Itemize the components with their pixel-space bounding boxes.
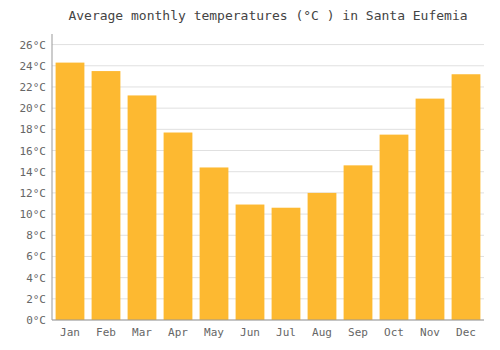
chart-title: Average monthly temperatures (°C ) in Sa… xyxy=(68,8,467,23)
x-tick-label: Aug xyxy=(312,326,332,339)
y-tick-label: 12°C xyxy=(20,187,47,200)
bars xyxy=(56,63,481,320)
bar xyxy=(236,205,265,320)
x-tick-label: May xyxy=(204,326,224,339)
bar xyxy=(56,63,85,320)
y-tick-label: 10°C xyxy=(20,208,47,221)
grid-line xyxy=(52,65,484,66)
bar xyxy=(200,167,229,320)
x-axis-line xyxy=(52,320,484,321)
bar xyxy=(380,135,409,320)
bar xyxy=(272,208,301,320)
x-tick-label: Feb xyxy=(96,326,116,339)
bar xyxy=(416,99,445,320)
y-tick-label: 6°C xyxy=(26,250,46,263)
y-tick-label: 2°C xyxy=(26,293,46,306)
y-tick-label: 26°C xyxy=(20,39,47,52)
y-tick-label: 8°C xyxy=(26,229,46,242)
x-tick-label: Dec xyxy=(456,326,476,339)
y-axis-line xyxy=(52,34,53,320)
chart-container: Average monthly temperatures (°C ) in Sa… xyxy=(0,0,500,350)
bar xyxy=(128,95,157,320)
x-tick-label: Oct xyxy=(384,326,404,339)
x-tick-label: Mar xyxy=(132,326,152,339)
y-tick-label: 18°C xyxy=(20,123,47,136)
x-tick-label: Jun xyxy=(240,326,260,339)
y-axis: 0°C 2°C 4°C 6°C 8°C 10°C 12°C 14°C 16°C 18°C 20°C 2… xyxy=(20,39,485,327)
x-tick-label: Apr xyxy=(168,326,188,339)
y-tick-label: 24°C xyxy=(20,60,47,73)
y-tick-label: 14°C xyxy=(20,166,47,179)
x-tick-label: Nov xyxy=(420,326,440,339)
grid-line xyxy=(52,44,484,45)
y-tick-label: 22°C xyxy=(20,81,47,94)
x-tick-label: Sep xyxy=(348,326,368,339)
y-tick-label: 16°C xyxy=(20,145,47,158)
x-axis: Jan Feb Mar Apr May Jun Jul Aug Sep Oct Nov Dec xyxy=(60,326,476,339)
chart-svg: Average monthly temperatures (°C ) in Sa… xyxy=(0,0,500,350)
y-tick-label: 20°C xyxy=(20,102,47,115)
bar xyxy=(344,165,373,320)
y-tick-label: 0°C xyxy=(26,314,46,327)
bar xyxy=(164,133,193,320)
x-tick-label: Jul xyxy=(276,326,296,339)
y-tick-label: 4°C xyxy=(26,272,46,285)
bar xyxy=(92,71,121,320)
bar xyxy=(452,74,481,320)
grid-line xyxy=(52,320,484,321)
bar xyxy=(308,193,337,320)
x-tick-label: Jan xyxy=(60,326,80,339)
